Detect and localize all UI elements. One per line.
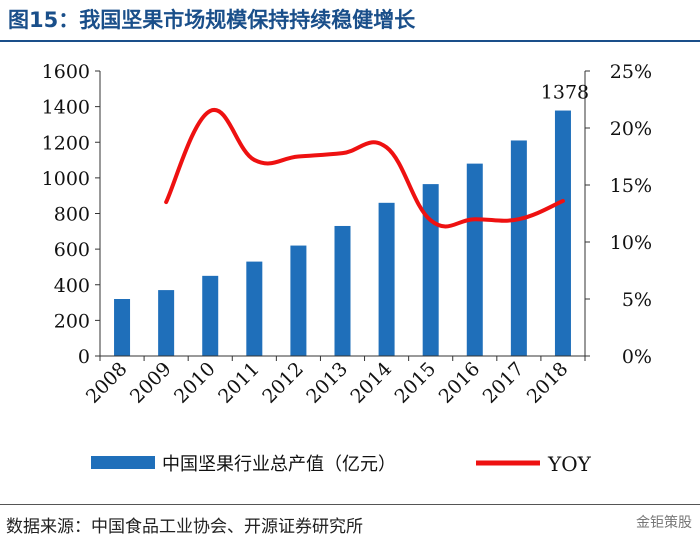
y-right-tick-label: 5% <box>622 289 652 311</box>
y-left-tick-label: 1000 <box>42 168 90 190</box>
bar-2010 <box>202 275 219 356</box>
chart: 0 200 400 600 800 1000 1200 1400 1600 0% 5% 10% 15% 2… <box>42 61 652 476</box>
x-tick-label: 2017 <box>479 358 529 408</box>
footer-divider <box>0 504 700 505</box>
data-label-2018: 1378 <box>541 82 589 104</box>
x-tick-label: 2015 <box>390 358 440 408</box>
bar-2016 <box>466 163 483 356</box>
x-tick-label: 2016 <box>435 358 485 408</box>
source-note: 数据来源：中国食品工业协会、开源证券研究所 <box>6 517 363 537</box>
bar-2014 <box>378 202 395 356</box>
y-left-tick-label: 400 <box>54 275 90 297</box>
y-left-tick-label: 1200 <box>42 132 90 154</box>
y-left-tick-label: 200 <box>54 310 90 332</box>
y-left-tick-label: 600 <box>54 239 90 261</box>
bar-2013 <box>334 225 351 356</box>
x-tick-label: 2009 <box>126 358 176 408</box>
x-tick-label: 2013 <box>302 358 352 408</box>
bar-2017 <box>510 140 527 356</box>
bar-2018 <box>554 110 571 356</box>
bar-2012 <box>290 245 307 356</box>
legend-line-label: YOY <box>547 452 592 476</box>
x-tick-label: 2012 <box>258 358 308 408</box>
y-right-tick-label: 20% <box>610 118 652 140</box>
x-tick-label: 2018 <box>523 358 573 408</box>
x-tick-label: 2011 <box>214 358 264 408</box>
watermark: 金钜策股 <box>636 515 692 531</box>
legend-bar-label: 中国坚果行业总产值（亿元） <box>162 454 396 475</box>
y-left-tick-label: 1400 <box>42 97 90 119</box>
y-right-tick-label: 25% <box>610 61 652 83</box>
x-tick-label: 2010 <box>170 358 220 408</box>
bar-2015 <box>422 184 439 356</box>
title-divider <box>0 40 700 42</box>
bar-2011 <box>246 261 263 356</box>
y-left-tick-label: 800 <box>54 204 90 226</box>
y-right-tick-label: 15% <box>610 175 652 197</box>
legend-bar-swatch <box>91 456 155 469</box>
bar-2009 <box>158 290 175 356</box>
y-left-tick-label: 0 <box>78 346 90 368</box>
y-left-tick-label: 1600 <box>42 61 90 83</box>
bar-2008 <box>114 299 131 356</box>
x-tick-label: 2014 <box>346 358 396 408</box>
chart-title: 图15：我国坚果市场规模保持持续稳健增长 <box>8 8 416 32</box>
y-right-tick-label: 10% <box>610 232 652 254</box>
yoy-line <box>164 108 565 229</box>
y-right-tick-label: 0% <box>622 346 652 368</box>
